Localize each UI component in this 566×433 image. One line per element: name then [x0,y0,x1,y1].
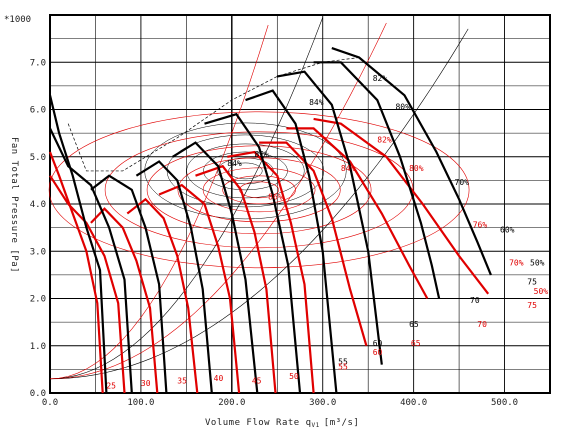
efficiency-label-red: 70 [477,320,487,329]
surge-envelope [67,57,360,172]
black-fan-curve-8 [277,70,383,365]
system-curve [49,28,469,380]
black-fan-curve-4 [135,160,213,394]
red-fan-curve-8 [259,141,368,347]
x-axis-label: Volume Flow Rate qV1 [m³/s] [205,418,359,429]
efficiency-label-red: 35 [177,377,187,386]
efficiency-label-black: 82% [373,74,388,83]
efficiency-contours [48,17,470,380]
x-tick-label: 400.0 [400,398,427,408]
efficiency-label-red: 80% [409,164,424,173]
black-fan-curve-5 [172,141,259,394]
efficiency-label-black: 84% [309,98,324,107]
y-tick-label: 0.0 [30,389,46,399]
y-tick-label: 5.0 [30,153,46,163]
red-fan-curve-7 [227,150,315,394]
efficiency-label-red: 50 [289,372,299,381]
efficiency-label-black: 60% [500,225,515,234]
y-tick-label: 7.0 [30,58,46,68]
y-tick-label: 4.0 [30,200,46,210]
efficiency-label-black: 70% [455,178,470,187]
tick-labels: 0.0 100.0 200.0 300.0 400.0 500.0 0.0 1.0 2.0 3.0… [30,58,518,408]
efficiency-label-black: 55 [338,358,348,367]
efficiency-contour-red [239,181,279,199]
black-fan-curve-2 [49,127,133,394]
red-fan-curve-1 [48,151,104,394]
efficiency-label-black: 60 [373,339,383,348]
y-axis-label: Fan Total Pressure [Pa] [9,137,19,273]
series-black-group [48,47,492,394]
y-multiplier-label: *1000 [4,15,31,25]
x-tick-label: 200.0 [218,398,245,408]
efficiency-label-black: 84% [227,159,242,168]
series-red-group [48,117,490,394]
efficiency-label-red: 76% [473,221,488,230]
efficiency-label-black: 65 [409,320,419,329]
efficiency-label-black: 82% [255,150,270,159]
efficiency-label-black: 75 [527,277,537,286]
red-fan-curve-9 [286,127,429,300]
efficiency-label-red: 65 [411,339,421,348]
black-fan-curve-7 [245,89,338,394]
x-tick-label: 0.0 [42,398,58,408]
x-tick-label: 500.0 [491,398,518,408]
x-tick-label: 300.0 [309,398,336,408]
efficiency-label-red: 55 [338,362,348,371]
efficiency-label-black: 80% [395,103,410,112]
x-tick-label: 100.0 [127,398,154,408]
y-tick-label: 2.0 [30,295,46,305]
red-fan-curve-4 [126,197,199,394]
y-tick-label: 6.0 [30,106,46,116]
efficiency-label-red: 25 [106,381,116,390]
red-fan-curve-2 [49,175,126,394]
efficiency-label-red: 86% [268,192,283,201]
black-fan-curve-3 [90,174,168,394]
black-fan-curve-9 [313,61,441,299]
x-axis-label-sub: V1 [312,422,320,429]
efficiency-label-red: 84% [341,164,356,173]
y-tick-label: 1.0 [30,342,46,352]
system-curve [49,24,269,380]
black-fan-curve-10 [331,47,492,276]
system-curve [49,22,387,380]
efficiency-label-red: 82% [377,136,392,145]
efficiency-label-red: 50% [534,287,549,296]
efficiency-label-red: 40 [214,374,224,383]
efficiency-contour-red [48,111,470,269]
black-fan-curve-1 [48,95,108,394]
efficiency-label-red: 60 [373,348,383,357]
efficiency-label-red: 70% [509,258,524,267]
black-fan-curve-6 [204,112,302,394]
x-axis-label-unit: [m³/s] [324,418,360,428]
efficiency-label-black: 70 [470,296,480,305]
y-tick-label: 3.0 [30,247,46,257]
efficiency-label-red: 45 [252,377,262,386]
red-fan-curve-5 [158,183,241,394]
efficiency-label-black: 50% [530,258,545,267]
efficiency-label-red: 30 [141,379,151,388]
efficiency-contour-black [228,162,263,180]
x-axis-label-main: Volume Flow Rate q [205,418,312,428]
efficiency-contour-black [186,143,305,199]
efficiency-contour-red [202,167,316,213]
efficiency-labels: 82%84%80%82%84%70%60%50%757065605582%84%… [106,74,548,390]
efficiency-label-red: 75 [527,301,537,310]
system-curve [49,17,324,380]
